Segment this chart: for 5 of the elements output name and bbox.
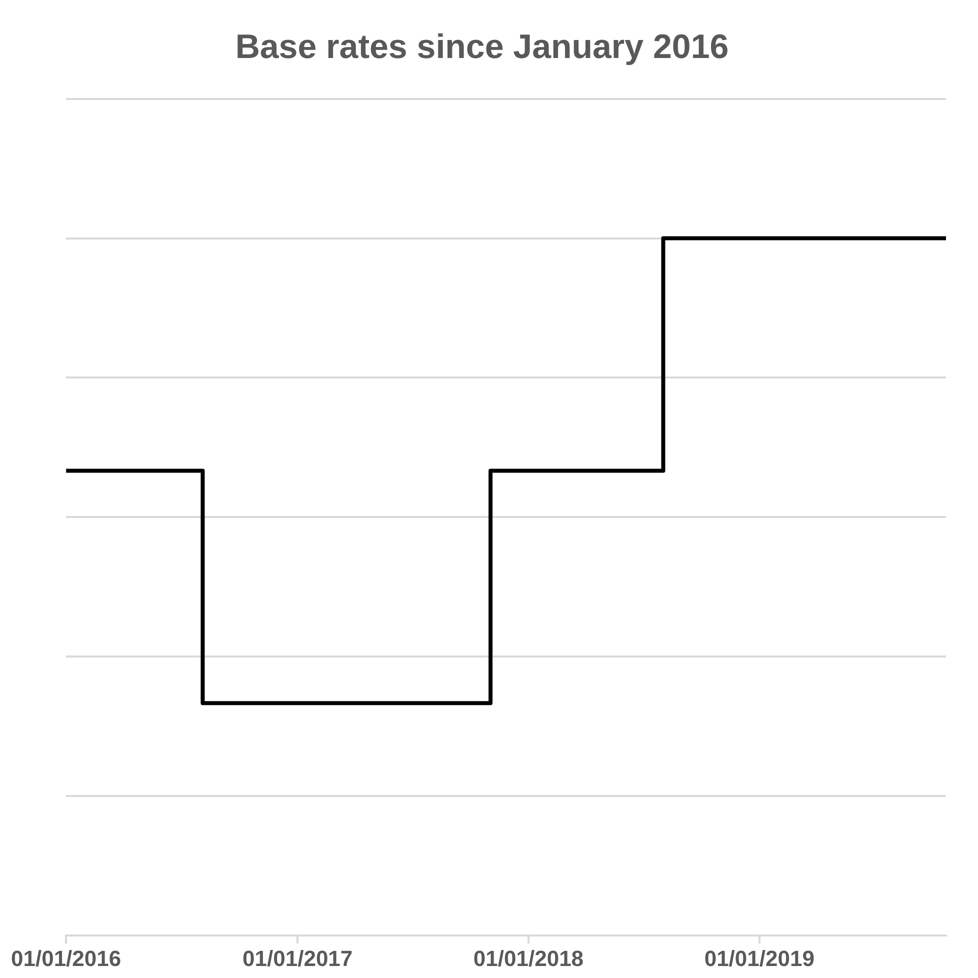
x-tick-label: 01/01/2016: [11, 946, 122, 971]
chart-title: Base rates since January 2016: [235, 28, 729, 66]
x-tick-label: 01/01/2017: [242, 946, 353, 971]
x-tick-label: 01/01/2019: [704, 946, 814, 971]
x-tick-label: 01/01/2018: [473, 946, 584, 971]
